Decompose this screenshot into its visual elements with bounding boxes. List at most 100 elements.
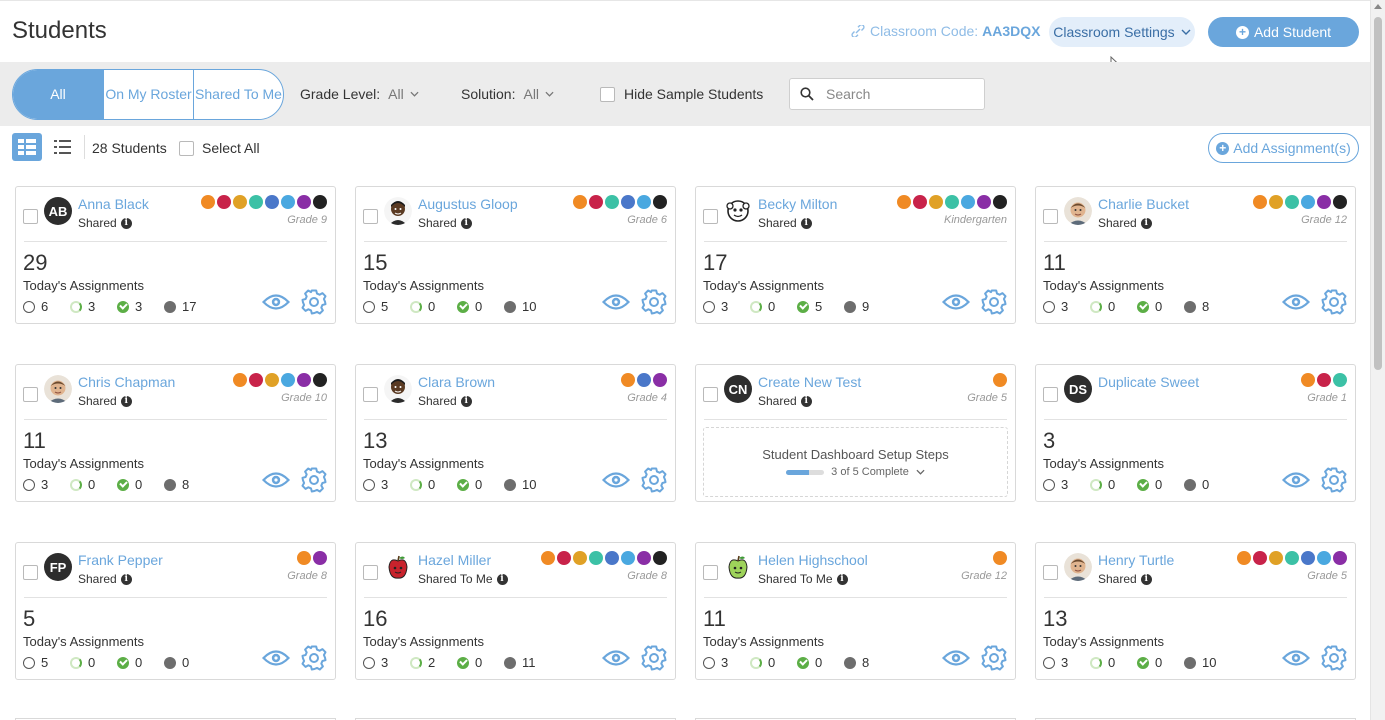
student-name[interactable]: Create New Test <box>758 374 862 390</box>
student-card[interactable]: AB Anna Black Shared i Grade 9 29 Today's… <box>15 186 336 324</box>
setup-steps-panel[interactable]: Student Dashboard Setup Steps 3 of 5 Comp… <box>703 427 1008 497</box>
info-icon[interactable]: i <box>800 395 812 407</box>
eye-icon[interactable] <box>601 468 631 492</box>
eye-icon[interactable] <box>261 646 291 670</box>
eye-icon[interactable] <box>261 468 291 492</box>
gear-icon[interactable] <box>641 645 667 671</box>
info-icon[interactable]: i <box>496 573 508 585</box>
student-name[interactable]: Frank Pepper <box>78 552 163 568</box>
student-name[interactable]: Charlie Bucket <box>1098 196 1190 212</box>
list-view-button[interactable] <box>50 133 74 161</box>
add-assignments-button[interactable]: + Add Assignment(s) <box>1208 133 1359 163</box>
info-icon[interactable]: i <box>1140 573 1152 585</box>
eye-icon[interactable] <box>601 646 631 670</box>
scroll-up-arrow-icon[interactable] <box>1374 4 1382 9</box>
student-card[interactable]: Hazel Miller Shared To Me i Grade 8 16 To… <box>355 542 676 680</box>
hide-sample-students[interactable]: Hide Sample Students <box>600 86 763 102</box>
grade-level-filter[interactable]: Grade Level: All <box>300 86 419 102</box>
select-all[interactable]: Select All <box>179 140 260 156</box>
gear-icon[interactable] <box>1321 467 1347 493</box>
student-card[interactable]: Chris Chapman Shared i Grade 10 11 Today'… <box>15 364 336 502</box>
student-checkbox[interactable] <box>363 209 378 224</box>
info-icon[interactable]: i <box>800 217 812 229</box>
student-name[interactable]: Hazel Miller <box>418 552 492 568</box>
info-icon[interactable]: i <box>460 395 472 407</box>
select-all-checkbox[interactable] <box>179 140 194 156</box>
student-checkbox[interactable] <box>703 387 718 402</box>
info-icon[interactable]: i <box>120 395 132 407</box>
solution-icon <box>589 551 603 565</box>
gear-icon[interactable] <box>641 467 667 493</box>
eye-icon[interactable] <box>1281 290 1311 314</box>
student-card[interactable]: Charlie Bucket Shared i Grade 12 11 Today… <box>1035 186 1356 324</box>
student-checkbox[interactable] <box>1043 387 1058 402</box>
student-card[interactable]: Clara Brown Shared i Grade 4 13 Today's A… <box>355 364 676 502</box>
student-card[interactable]: FP Frank Pepper Shared i Grade 8 5 Today'… <box>15 542 336 680</box>
scrollbar-thumb[interactable] <box>1374 17 1382 370</box>
classroom-code[interactable]: Classroom Code: AA3DQX <box>850 23 1041 39</box>
search-input[interactable]: Search <box>789 78 985 110</box>
student-checkbox[interactable] <box>363 565 378 580</box>
student-checkbox[interactable] <box>1043 209 1058 224</box>
student-checkbox[interactable] <box>23 565 38 580</box>
student-checkbox[interactable] <box>703 209 718 224</box>
student-name[interactable]: Helen Highschool <box>758 552 868 568</box>
student-name[interactable]: Duplicate Sweet <box>1098 374 1200 390</box>
gear-icon[interactable] <box>301 289 327 315</box>
student-checkbox[interactable] <box>1043 565 1058 580</box>
tab-on-my-roster[interactable]: On My Roster <box>103 70 193 119</box>
eye-icon[interactable] <box>601 290 631 314</box>
student-name[interactable]: Anna Black <box>78 196 149 212</box>
stat-value: 0 <box>815 655 823 670</box>
info-icon[interactable]: i <box>836 573 848 585</box>
eye-icon[interactable] <box>1281 646 1311 670</box>
gear-icon[interactable] <box>981 645 1007 671</box>
student-card[interactable]: Becky Milton Shared i Kindergarten 17 Tod… <box>695 186 1016 324</box>
student-name[interactable]: Clara Brown <box>418 374 496 390</box>
gear-icon[interactable] <box>981 289 1007 315</box>
tab-shared-to-me[interactable]: Shared To Me <box>193 70 283 119</box>
gear-icon[interactable] <box>641 289 667 315</box>
solution-filter[interactable]: Solution: All <box>461 86 554 102</box>
student-checkbox[interactable] <box>703 565 718 580</box>
student-name[interactable]: Chris Chapman <box>78 374 176 390</box>
share-status: Shared i <box>418 394 472 408</box>
info-icon[interactable]: i <box>120 217 132 229</box>
student-checkbox[interactable] <box>23 387 38 402</box>
eye-icon[interactable] <box>941 290 971 314</box>
todays-assignments-label: Today's Assignments <box>1043 456 1164 471</box>
grid-view-button[interactable] <box>12 133 42 161</box>
gear-icon[interactable] <box>1321 645 1347 671</box>
gear-icon[interactable] <box>301 467 327 493</box>
student-card[interactable] <box>355 718 676 720</box>
eye-icon[interactable] <box>941 646 971 670</box>
student-card[interactable]: Augustus Gloop Shared i Grade 6 15 Today'… <box>355 186 676 324</box>
gear-icon[interactable] <box>301 645 327 671</box>
student-card[interactable]: DS Duplicate Sweet Grade 1 3 Today's Assi… <box>1035 364 1356 502</box>
student-card[interactable]: CN Create New Test Shared i Grade 5 Stud… <box>695 364 1016 502</box>
tab-all[interactable]: All <box>13 70 103 119</box>
solution-icon <box>1317 551 1331 565</box>
student-card[interactable]: Helen Highschool Shared To Me i Grade 12… <box>695 542 1016 680</box>
classroom-settings-button[interactable]: Classroom Settings <box>1049 17 1195 47</box>
student-name[interactable]: Henry Turtle <box>1098 552 1175 568</box>
gear-icon[interactable] <box>1321 289 1347 315</box>
hide-sample-checkbox[interactable] <box>600 86 615 102</box>
info-icon[interactable]: i <box>1140 217 1152 229</box>
eye-icon[interactable] <box>1281 468 1311 492</box>
student-name[interactable]: Augustus Gloop <box>418 196 518 212</box>
scrollbar[interactable] <box>1370 0 1385 720</box>
student-card[interactable] <box>1035 718 1356 720</box>
student-checkbox[interactable] <box>23 209 38 224</box>
info-icon[interactable]: i <box>460 217 472 229</box>
student-card[interactable] <box>695 718 1016 720</box>
info-icon[interactable]: i <box>120 573 132 585</box>
student-card[interactable]: Henry Turtle Shared i Grade 5 13 Today's … <box>1035 542 1356 680</box>
student-checkbox[interactable] <box>363 387 378 402</box>
chevron-down-icon[interactable] <box>916 469 925 475</box>
student-name[interactable]: Becky Milton <box>758 196 838 212</box>
student-card[interactable] <box>15 718 336 720</box>
eye-icon[interactable] <box>261 290 291 314</box>
add-student-button[interactable]: + Add Student <box>1208 17 1359 47</box>
solution-icons <box>993 551 1007 565</box>
